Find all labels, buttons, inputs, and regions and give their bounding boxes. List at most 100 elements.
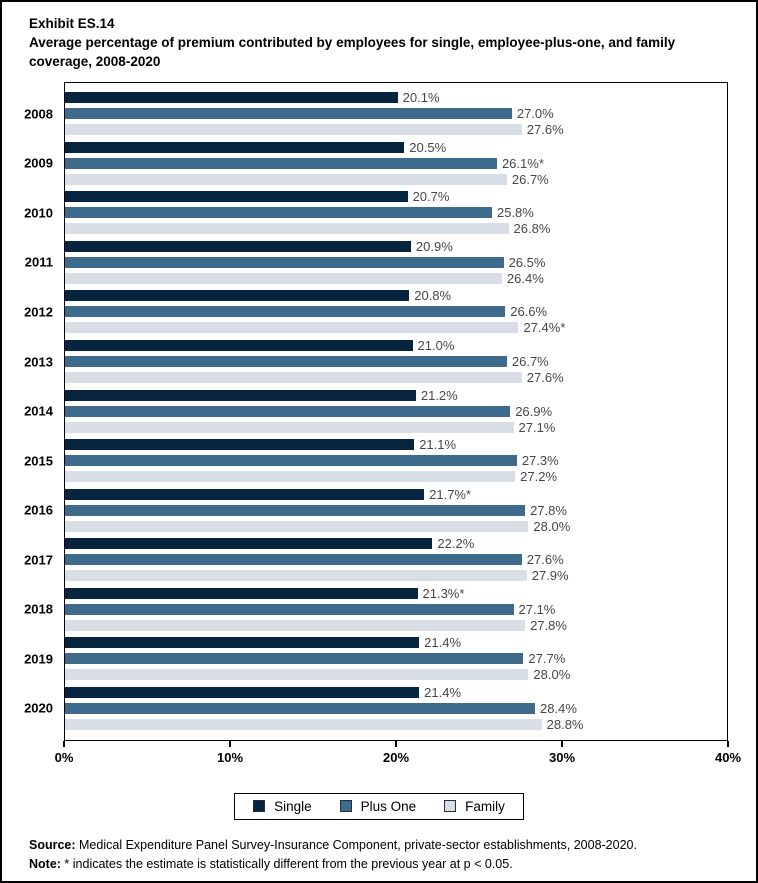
year-label: 2008 [24,106,53,122]
bar-plus-one-2019 [65,653,524,665]
bar-row-single: 22.2% [65,537,727,550]
year-label: 2012 [24,304,53,320]
year-group-2017: 2017 22.2% 27.6% 27.9% [24,537,727,584]
bar-row-single: 20.8% [65,288,727,304]
footnote: Note: * indicates the estimate is statis… [29,855,729,874]
bar-row-single: 21.4% [65,686,727,699]
bar-plus-one-2009 [65,157,497,169]
bar-single-2016 [65,488,425,500]
year-label: 2015 [24,453,53,469]
source-note: Source: Medical Expenditure Panel Survey… [29,836,729,855]
legend-swatch-family [444,800,457,813]
bar-value-label: 27.9% [531,568,569,584]
legend-item-family: Family [444,799,505,814]
bar-family-2012 [65,322,519,334]
bar-row-family: 26.8% [65,222,727,235]
bar-row-plus-one: 27.8% [65,502,727,518]
year-group-2013: 2013 21.0% 26.7% 27.6% [24,339,727,384]
bar-row-family: 27.6% [65,123,727,136]
bar-row-family: 28.0% [65,518,727,534]
year-label: 2009 [24,155,53,171]
bar-value-label: 20.5% [409,139,447,155]
note-label: Note: [29,857,61,872]
bar-single-2017 [65,538,433,550]
legend-row: Single Plus One Family [2,792,756,820]
x-axis: 0% 10% 20% 30% 40% [55,740,741,775]
bar-value-label: 21.3%* [422,585,465,601]
bar-value-label: 21.4% [424,635,462,651]
legend-item-plus-one: Plus One [339,798,417,814]
year-group-2012: 2012 20.8% 26.6% 27.4%* [24,288,727,334]
x-tick-mark [229,740,231,747]
footer: Source: Medical Expenditure Panel Survey… [29,836,729,875]
bar-row-plus-one: 28.4% [65,702,727,715]
bar-value-label: 28.0% [533,518,571,534]
year-group-2015: 2015 21.1% 27.3% 27.2% [24,438,727,485]
bar-value-label: 27.3% [521,453,559,469]
bar-row-family: 28.0% [65,667,727,683]
year-group-2019: 2019 21.4% 27.7% 28.0% [24,635,727,683]
bar-single-2012 [65,290,410,302]
legend-label: Plus One [360,798,417,814]
x-tick-mark [63,740,65,747]
year-group-2014: 2014 21.2% 26.9% 27.1% [24,387,727,434]
bar-value-label: 28.0% [533,667,571,683]
legend: Single Plus One Family [234,792,524,820]
x-tick-mark [727,740,729,747]
year-label: 2018 [24,601,53,617]
bar-family-2011 [65,272,502,284]
bar-value-label: 27.7% [528,651,566,667]
bar-row-family: 26.7% [65,171,727,187]
bar-value-label: 27.8% [530,617,567,633]
year-group-2011: 2011 20.9% 26.5% 26.4% [25,240,727,286]
year-label: 2014 [24,403,53,419]
bar-row-single: 21.4% [65,635,727,651]
x-tick-label: 10% [216,749,244,765]
year-label: 2017 [24,552,53,568]
year-group-2020: 2020 21.4% 28.4% 28.8% [24,686,727,732]
year-label: 2011 [24,254,53,270]
bar-value-label: 27.6% [526,552,564,568]
bar-value-label: 21.7%* [429,486,472,502]
title-block: Exhibit ES.14 Average percentage of prem… [29,15,730,72]
bar-row-single: 21.0% [65,339,727,352]
bar-row-plus-one: 26.1%* [65,155,727,171]
bar-value-label: 27.2% [520,469,558,485]
x-tick-mark [561,740,563,747]
bar-row-plus-one: 27.3% [65,453,727,469]
legend-swatch-plus-one [339,800,352,813]
bar-plus-one-2014 [65,405,511,417]
bar-plus-one-2015 [65,455,517,467]
bar-plus-one-2011 [65,256,504,268]
bar-row-family: 28.8% [65,716,727,732]
bar-row-plus-one: 27.1% [65,601,727,617]
bar-value-label: 27.8% [530,502,567,518]
bar-row-family: 27.9% [65,568,727,584]
bar-value-label: 20.8% [414,288,452,304]
bar-row-family: 27.8% [65,617,727,633]
bar-plus-one-2016 [65,504,526,516]
year-group-2016: 2016 21.7%* 27.8% 28.0% [24,486,727,534]
bar-row-family: 27.2% [65,469,727,485]
bar-value-label: 27.1% [518,601,556,617]
bar-row-family: 27.4%* [65,321,727,334]
bar-value-label: 27.0% [516,106,554,122]
bar-single-2013 [65,340,413,352]
chart-title: Average percentage of premium contribute… [29,34,679,69]
bar-value-label: 26.7% [511,171,549,187]
chart-area: 2008 20.1% 27.0% 27.6% 2009 20.5% 26.1%* 26.7% 2… [24,81,741,775]
legend-label: Family [465,798,505,814]
bar-value-label: 28.8% [546,716,584,732]
legend-label: Single [274,798,312,814]
bar-row-single: 21.1% [65,438,727,451]
bar-plus-one-2008 [65,108,512,120]
bar-family-2016 [65,520,529,532]
year-group-2008: 2008 20.1% 27.0% 27.6% [24,91,727,136]
year-label: 2013 [24,354,53,370]
bar-value-label: 26.4% [506,270,544,286]
bar-value-label: 21.2% [420,387,458,403]
bar-family-2020 [65,718,542,730]
bar-value-label: 26.1%* [501,155,544,171]
bar-row-plus-one: 27.6% [65,552,727,568]
